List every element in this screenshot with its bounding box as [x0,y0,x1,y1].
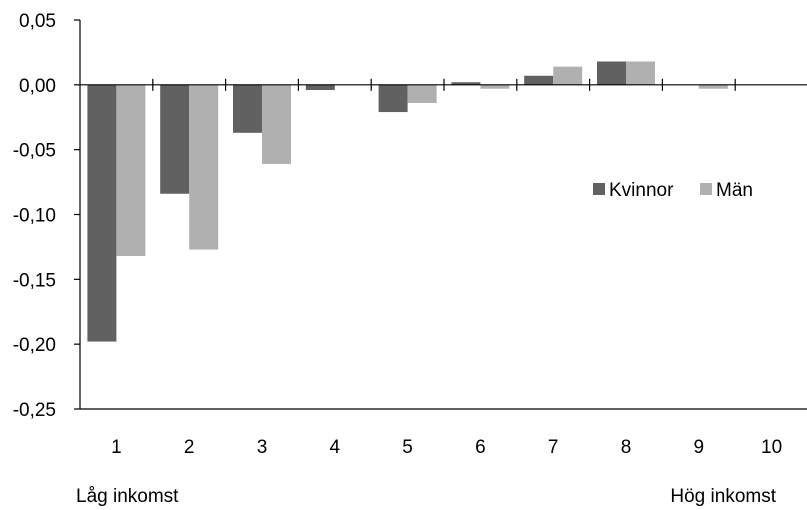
bar-man-3 [262,84,291,164]
bar-man-1 [116,84,146,256]
bar-kvinnor-8 [597,61,626,85]
y-tick-label: -0,05 [13,141,56,162]
bar-man-7 [553,66,583,85]
bar-man-6 [480,84,510,89]
bar-man-2 [189,84,219,250]
category-tick-marks [152,78,736,91]
bar-kvinnor-2 [160,84,190,194]
y-tick-label: 0,00 [19,76,56,97]
y-tick-label: 0,05 [19,11,56,32]
legend-swatch-kvinnor [593,183,605,195]
legend: Kvinnor Män [593,180,753,201]
x-tick-label: 6 [475,437,486,458]
x-tick-label: 2 [184,437,195,458]
x-axis-tick-labels: 1 2 3 4 5 6 7 8 9 10 [111,437,782,458]
bar-kvinnor-6 [451,82,481,85]
y-tick-label: -0,15 [13,270,56,291]
x-tick-label: 5 [402,437,413,458]
legend-swatch-man [700,183,712,195]
legend-label-kvinnor: Kvinnor [609,180,674,201]
x-tick-label: 7 [548,437,559,458]
x-tick-label: 10 [761,437,782,458]
x-note-left: Låg inkomst [76,486,179,507]
legend-label-man: Män [716,180,753,201]
bar-kvinnor-1 [87,84,117,342]
y-tick-label: -0,20 [13,335,56,356]
x-tick-label: 1 [111,437,122,458]
x-tick-label: 4 [330,437,341,458]
bar-man-5 [407,84,437,103]
y-axis-ticks: 0,05 0,00 -0,05 -0,10 -0,15 -0,20 -0,25 [13,11,80,421]
x-tick-label: 8 [621,437,632,458]
bars [87,61,728,342]
bar-man-8 [626,61,655,85]
bar-man-9 [698,84,728,89]
bar-kvinnor-7 [524,75,554,85]
x-tick-label: 3 [257,437,268,458]
x-note-right: Hög inkomst [670,486,776,507]
y-tick-label: -0,25 [13,400,56,421]
x-tick-label: 9 [694,437,705,458]
bar-kvinnor-3 [233,84,262,133]
y-tick-label: -0,10 [13,206,56,227]
bar-kvinnor-4 [305,84,335,91]
bar-kvinnor-5 [378,84,408,113]
